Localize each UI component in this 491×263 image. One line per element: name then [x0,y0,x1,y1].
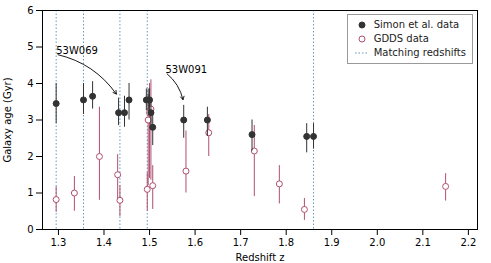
html-text:Simon et al. data: Simon et al. data [373,19,460,30]
svg-text:Galaxy age (Gyr): Galaxy age (Gyr) [2,77,13,162]
svg-text:1.3: 1.3 [50,237,66,248]
svg-text:1.7: 1.7 [233,237,249,248]
html-text:Matching redshifts: Matching redshifts [373,47,466,58]
svg-text:1.8: 1.8 [278,237,294,248]
svg-text:2.0: 2.0 [369,237,385,248]
svg-text:1.4: 1.4 [96,237,112,248]
svg-text:6: 6 [27,5,33,16]
svg-text:1: 1 [27,187,33,198]
svg-text:1.9: 1.9 [324,237,340,248]
svg-text:1.6: 1.6 [187,237,203,248]
svg-text:1.5: 1.5 [142,237,158,248]
svg-text:53W069: 53W069 [56,45,98,56]
html-text:GDDS data: GDDS data [373,33,429,44]
svg-text:4: 4 [27,78,33,89]
svg-text:5: 5 [27,41,33,52]
svg-text:2: 2 [27,151,33,162]
svg-text:2.1: 2.1 [415,237,431,248]
svg-text:0: 0 [27,224,33,235]
svg-text:3: 3 [27,114,33,125]
svg-text:Redshift z: Redshift z [235,252,284,263]
svg-text:2.2: 2.2 [460,237,476,248]
svg-text:53W091: 53W091 [165,64,207,75]
